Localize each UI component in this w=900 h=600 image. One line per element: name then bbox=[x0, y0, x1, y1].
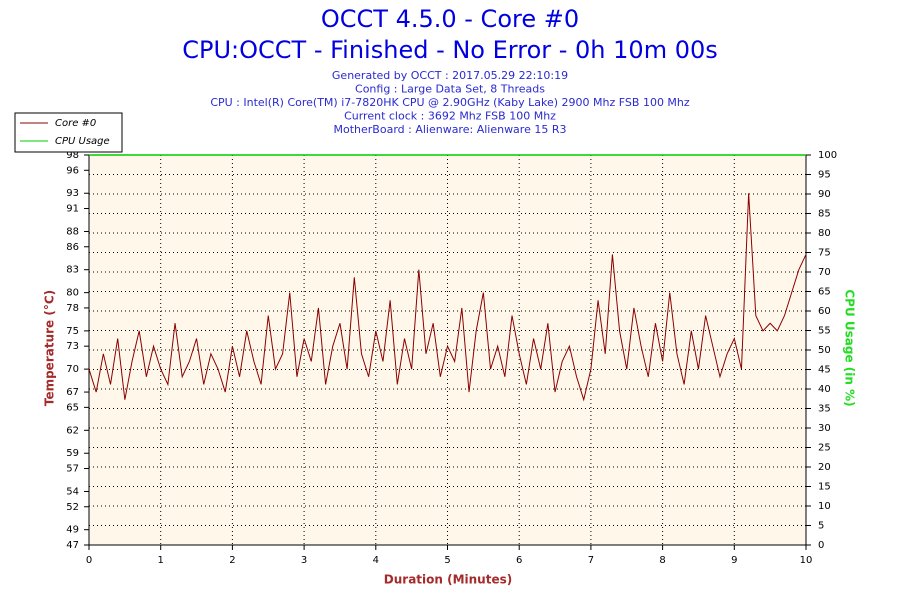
y2-tick-label: 5 bbox=[818, 521, 824, 532]
x-tick-label: 3 bbox=[301, 555, 307, 566]
x-tick-label: 2 bbox=[229, 555, 235, 566]
y-tick-label: 52 bbox=[66, 502, 79, 513]
y2-tick-label: 40 bbox=[818, 384, 831, 395]
chart-subtitle: CPU:OCCT - Finished - No Error - 0h 10m … bbox=[182, 36, 718, 64]
y-tick-label: 62 bbox=[66, 425, 79, 436]
y-tick-label: 75 bbox=[66, 326, 79, 337]
legend-box bbox=[14, 112, 123, 153]
y-tick-label: 54 bbox=[66, 486, 79, 497]
y-tick-label: 67 bbox=[66, 387, 79, 398]
info-line: Config : Large Data Set, 8 Threads bbox=[355, 83, 545, 96]
y2-tick-label: 15 bbox=[818, 482, 831, 493]
y2-tick-label: 50 bbox=[818, 345, 831, 356]
y2-tick-label: 85 bbox=[818, 209, 831, 220]
x-axis-label: Duration (Minutes) bbox=[384, 573, 512, 587]
y-tick-label: 91 bbox=[66, 204, 79, 215]
y-tick-label: 73 bbox=[66, 341, 79, 352]
series-line bbox=[88, 193, 807, 402]
y2-tick-label: 25 bbox=[818, 443, 831, 454]
info-line: MotherBoard : Alienware: Alienware 15 R3 bbox=[334, 123, 567, 136]
chart-title: OCCT 4.5.0 - Core #0 bbox=[321, 5, 579, 33]
y2-tick-label: 35 bbox=[818, 404, 831, 415]
y2-tick-label: 0 bbox=[818, 540, 824, 551]
legend-label: Core #0 bbox=[55, 118, 96, 129]
y2-tick-label: 70 bbox=[818, 267, 831, 278]
legend-label: CPU Usage bbox=[55, 136, 110, 147]
y-tick-label: 57 bbox=[66, 464, 79, 475]
y-tick-label: 47 bbox=[66, 540, 79, 551]
y-tick-label: 70 bbox=[66, 364, 79, 375]
x-tick-label: 1 bbox=[158, 555, 164, 566]
y-tick-label: 98 bbox=[66, 150, 79, 161]
y-tick-label: 78 bbox=[66, 303, 79, 314]
x-tick-label: 7 bbox=[588, 555, 594, 566]
y2-tick-label: 20 bbox=[818, 462, 831, 473]
x-tick-label: 5 bbox=[444, 555, 450, 566]
x-tick-label: 4 bbox=[373, 555, 379, 566]
y-tick-label: 49 bbox=[66, 525, 79, 536]
y2-tick-label: 90 bbox=[818, 189, 831, 200]
y2-tick-label: 30 bbox=[818, 423, 831, 434]
y-axis-label: Temperature (°C) bbox=[43, 290, 57, 406]
plot-area bbox=[89, 155, 806, 545]
y-tick-label: 80 bbox=[66, 288, 79, 299]
y2-tick-label: 80 bbox=[818, 228, 831, 239]
y-tick-label: 88 bbox=[66, 226, 79, 237]
x-tick-label: 8 bbox=[659, 555, 665, 566]
y-tick-label: 83 bbox=[66, 265, 79, 276]
x-tick-label: 9 bbox=[731, 555, 737, 566]
y2-tick-label: 65 bbox=[818, 287, 831, 298]
y2-axis-label: CPU Usage (in %) bbox=[843, 289, 857, 406]
y2-tick-label: 95 bbox=[818, 170, 831, 181]
y2-tick-label: 45 bbox=[818, 365, 831, 376]
y-tick-label: 86 bbox=[66, 242, 79, 253]
y2-tick-label: 100 bbox=[818, 150, 837, 161]
x-tick-label: 10 bbox=[800, 555, 813, 566]
y-tick-label: 96 bbox=[66, 165, 79, 176]
info-line: Generated by OCCT : 2017.05.29 22:10:19 bbox=[332, 69, 568, 82]
y2-tick-label: 10 bbox=[818, 501, 831, 512]
y-tick-label: 65 bbox=[66, 402, 79, 413]
y-tick-label: 93 bbox=[66, 188, 79, 199]
info-line: CPU : Intel(R) Core(TM) i7-7820HK CPU @ … bbox=[210, 96, 690, 109]
x-tick-label: 0 bbox=[86, 555, 92, 566]
y2-tick-label: 75 bbox=[818, 248, 831, 259]
info-line: Current clock : 3692 Mhz FSB 100 Mhz bbox=[344, 110, 556, 123]
y2-tick-label: 60 bbox=[818, 306, 831, 317]
y2-tick-label: 55 bbox=[818, 326, 831, 337]
y-tick-label: 59 bbox=[66, 448, 79, 459]
x-tick-label: 6 bbox=[516, 555, 522, 566]
